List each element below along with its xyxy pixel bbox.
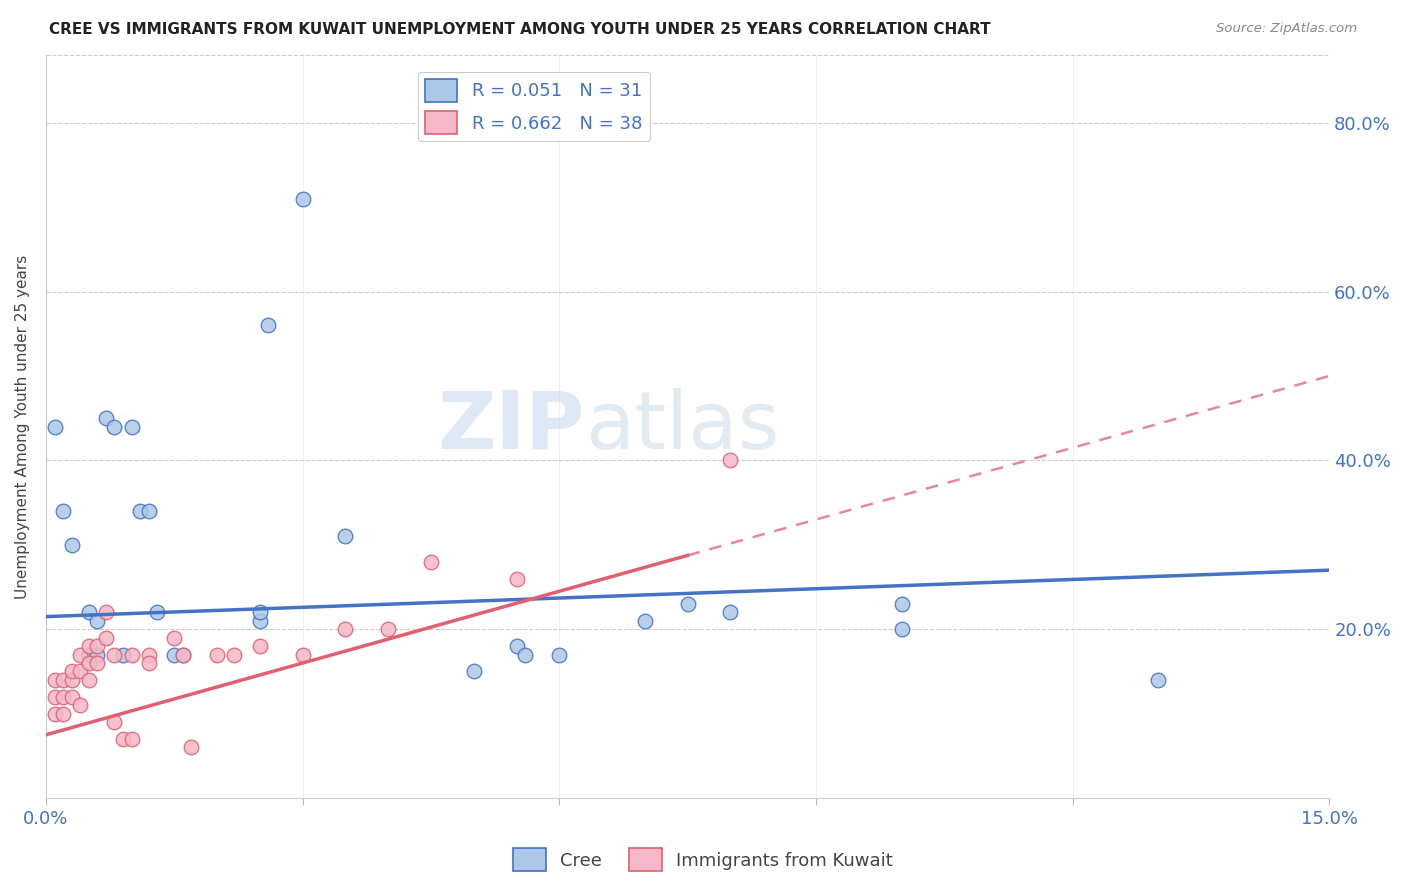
Point: [172, 648, 194, 662]
Text: ZIP: ZIP: [437, 388, 585, 466]
Point: [103, 419, 125, 434]
Point: [121, 732, 143, 747]
Point: [44, 419, 66, 434]
Point: [111, 732, 134, 747]
Point: [138, 656, 160, 670]
Point: [121, 419, 143, 434]
Point: [513, 648, 536, 662]
Point: [52, 690, 75, 704]
Text: atlas: atlas: [585, 388, 779, 466]
Point: [505, 572, 527, 586]
Point: [420, 555, 443, 569]
Point: [1147, 673, 1170, 687]
Point: [121, 648, 143, 662]
Point: [718, 453, 741, 467]
Point: [77, 673, 100, 687]
Point: [377, 622, 399, 636]
Point: [180, 740, 202, 755]
Point: [86, 639, 108, 653]
Point: [44, 673, 66, 687]
Point: [548, 648, 571, 662]
Point: [103, 715, 125, 730]
Point: [69, 648, 91, 662]
Point: [249, 614, 271, 628]
Point: [103, 648, 125, 662]
Text: CREE VS IMMIGRANTS FROM KUWAIT UNEMPLOYMENT AMONG YOUTH UNDER 25 YEARS CORRELATI: CREE VS IMMIGRANTS FROM KUWAIT UNEMPLOYM…: [49, 22, 991, 37]
Point: [94, 606, 117, 620]
Point: [69, 665, 91, 679]
Point: [138, 504, 160, 518]
Point: [291, 192, 314, 206]
Point: [224, 648, 246, 662]
Point: [890, 597, 912, 611]
Point: [163, 631, 186, 645]
Y-axis label: Unemployment Among Youth under 25 years: Unemployment Among Youth under 25 years: [15, 254, 30, 599]
Point: [77, 656, 100, 670]
Point: [60, 673, 83, 687]
Point: [86, 656, 108, 670]
Legend: R = 0.051   N = 31, R = 0.662   N = 38: R = 0.051 N = 31, R = 0.662 N = 38: [418, 71, 650, 142]
Point: [335, 622, 357, 636]
Point: [77, 648, 100, 662]
Point: [249, 606, 271, 620]
Point: [60, 690, 83, 704]
Point: [463, 665, 485, 679]
Point: [335, 529, 357, 543]
Point: [129, 504, 152, 518]
Point: [94, 631, 117, 645]
Point: [505, 639, 527, 653]
Point: [52, 706, 75, 721]
Point: [257, 318, 280, 333]
Point: [138, 648, 160, 662]
Point: [77, 606, 100, 620]
Point: [111, 648, 134, 662]
Point: [94, 411, 117, 425]
Point: [77, 639, 100, 653]
Point: [634, 614, 657, 628]
Point: [146, 606, 169, 620]
Point: [163, 648, 186, 662]
Point: [291, 648, 314, 662]
Point: [890, 622, 912, 636]
Point: [676, 597, 699, 611]
Legend: Cree, Immigrants from Kuwait: Cree, Immigrants from Kuwait: [506, 841, 900, 879]
Point: [52, 673, 75, 687]
Point: [249, 639, 271, 653]
Point: [52, 504, 75, 518]
Text: Source: ZipAtlas.com: Source: ZipAtlas.com: [1216, 22, 1357, 36]
Point: [44, 706, 66, 721]
Point: [60, 665, 83, 679]
Point: [205, 648, 228, 662]
Point: [69, 698, 91, 713]
Point: [86, 614, 108, 628]
Point: [718, 606, 741, 620]
Point: [44, 690, 66, 704]
Point: [60, 538, 83, 552]
Point: [86, 648, 108, 662]
Point: [172, 648, 194, 662]
